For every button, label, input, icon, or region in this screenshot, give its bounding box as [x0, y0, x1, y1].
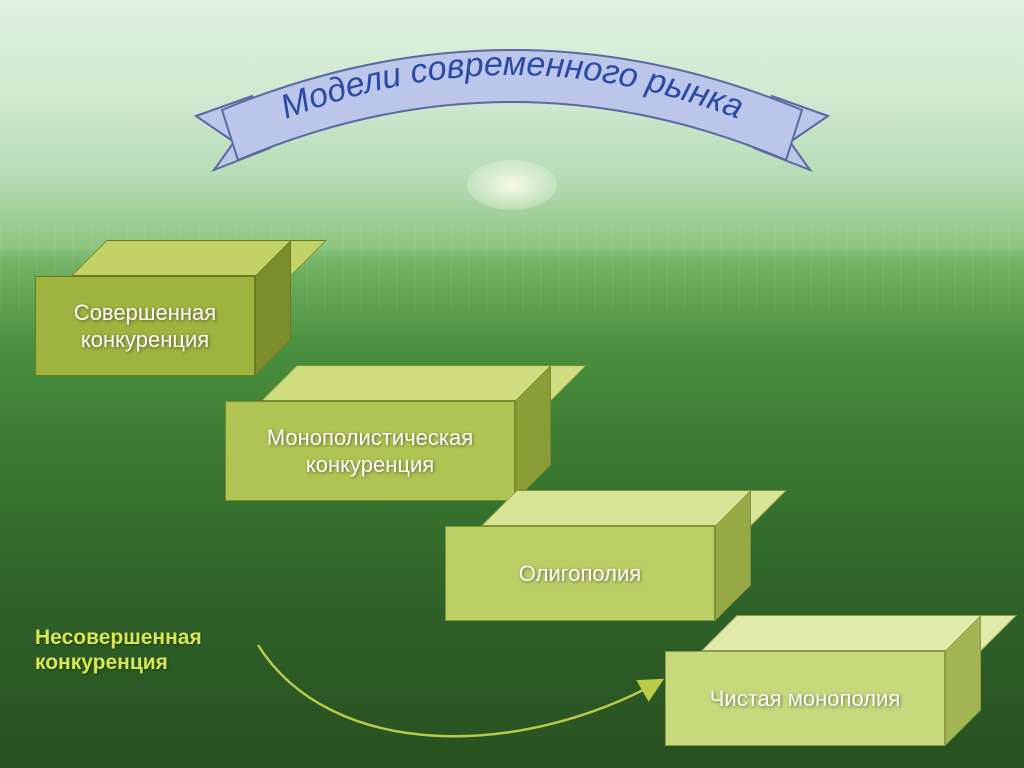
imperfect-competition-label: Несовершенная конкуренция — [35, 625, 202, 675]
box4-label: Чистая монополия — [665, 651, 945, 746]
box2-label: Монополистическая конкуренция — [225, 401, 515, 501]
box3-label: Олигополия — [445, 526, 715, 621]
title-banner: Модели современного рынка — [152, 20, 872, 180]
box2: Монополистическая конкуренция — [225, 365, 551, 501]
box3: Олигополия — [445, 490, 751, 621]
box4: Чистая монополия — [665, 615, 981, 746]
box1: Совершенная конкуренция — [35, 240, 291, 376]
box1-label: Совершенная конкуренция — [35, 276, 255, 376]
